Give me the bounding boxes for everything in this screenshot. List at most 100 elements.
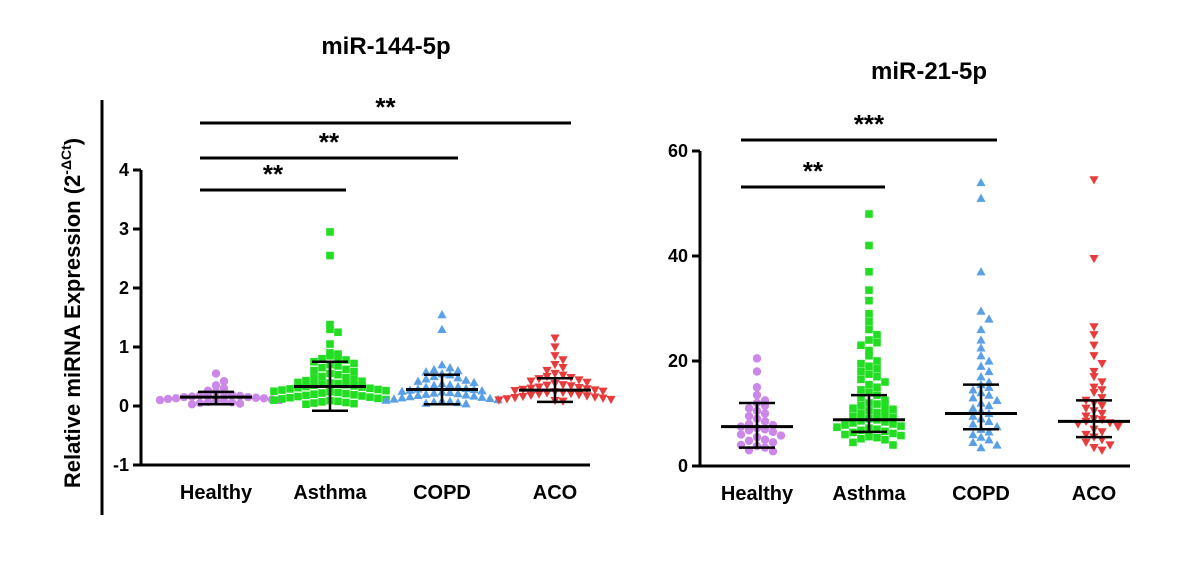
data-point bbox=[1089, 443, 1099, 453]
data-point bbox=[413, 376, 423, 385]
data-point bbox=[413, 390, 423, 400]
data-point bbox=[453, 389, 463, 398]
data-point bbox=[865, 325, 873, 334]
data-point bbox=[429, 380, 439, 390]
data-point bbox=[350, 399, 358, 408]
data-point bbox=[326, 320, 334, 329]
data-point bbox=[968, 411, 978, 420]
significance-label: *** bbox=[854, 109, 885, 139]
data-point bbox=[976, 372, 986, 381]
data-point bbox=[494, 396, 504, 405]
x-category-label-healthy: Healthy bbox=[180, 482, 253, 504]
data-point bbox=[889, 420, 897, 428]
data-point bbox=[873, 357, 881, 365]
y-axis-label: Relative miRNA Expression (2-ΔCt) bbox=[58, 138, 85, 488]
data-point bbox=[334, 362, 342, 370]
data-point bbox=[857, 386, 865, 394]
data-point bbox=[310, 366, 318, 375]
data-point bbox=[1081, 404, 1091, 413]
significance-label: ** bbox=[375, 92, 396, 122]
data-point bbox=[865, 370, 873, 378]
data-point bbox=[976, 361, 986, 370]
data-point bbox=[558, 356, 568, 365]
data-point bbox=[760, 435, 770, 444]
data-point bbox=[768, 438, 778, 447]
data-point bbox=[865, 309, 873, 318]
data-point bbox=[889, 441, 897, 449]
data-point bbox=[744, 436, 754, 445]
data-point bbox=[235, 399, 245, 408]
data-point bbox=[873, 372, 881, 381]
data-point bbox=[429, 388, 439, 397]
data-point bbox=[873, 338, 881, 347]
data-point bbox=[857, 359, 865, 368]
data-point bbox=[873, 425, 881, 434]
data-point bbox=[461, 390, 471, 399]
data-point bbox=[469, 377, 479, 387]
data-point bbox=[984, 382, 994, 391]
data-point bbox=[873, 330, 881, 339]
data-point bbox=[849, 412, 857, 420]
chart-title: miR-21-5p bbox=[871, 58, 987, 85]
data-point bbox=[534, 383, 544, 392]
data-point bbox=[849, 404, 857, 413]
data-point bbox=[1081, 430, 1091, 440]
data-point bbox=[445, 387, 455, 397]
data-point bbox=[736, 430, 746, 439]
data-point bbox=[302, 400, 310, 409]
data-point bbox=[550, 334, 560, 343]
data-point bbox=[550, 343, 560, 352]
data-point bbox=[976, 432, 986, 441]
data-point bbox=[873, 408, 881, 417]
data-point bbox=[1097, 446, 1107, 455]
data-point bbox=[437, 324, 447, 333]
x-category-label-copd: COPD bbox=[952, 483, 1010, 505]
data-point bbox=[976, 324, 986, 334]
data-point bbox=[342, 389, 350, 398]
data-point bbox=[421, 374, 431, 383]
data-point bbox=[984, 390, 994, 399]
data-point bbox=[429, 364, 439, 374]
data-point bbox=[469, 391, 479, 400]
data-point bbox=[286, 385, 294, 393]
data-point bbox=[558, 371, 568, 380]
data-point bbox=[574, 384, 584, 393]
y-tick-label: 3 bbox=[119, 219, 129, 239]
data-point bbox=[968, 429, 978, 439]
data-point bbox=[334, 379, 342, 388]
data-point bbox=[485, 393, 495, 403]
data-point bbox=[760, 417, 770, 426]
data-point bbox=[421, 398, 431, 407]
data-point bbox=[1097, 359, 1107, 369]
data-point bbox=[382, 386, 390, 395]
data-point bbox=[889, 413, 897, 421]
data-point bbox=[1089, 176, 1099, 185]
data-point bbox=[358, 392, 366, 400]
data-point bbox=[752, 354, 762, 363]
data-point bbox=[318, 389, 326, 397]
series-asthma bbox=[270, 228, 390, 412]
data-point bbox=[841, 430, 849, 439]
data-point bbox=[310, 374, 318, 383]
data-point bbox=[1113, 422, 1123, 432]
y-axis-label-main: Relative miRNA Expression (2 bbox=[60, 175, 85, 488]
data-point bbox=[873, 400, 881, 408]
data-point bbox=[897, 431, 905, 440]
data-point bbox=[881, 403, 889, 411]
data-point bbox=[550, 352, 560, 361]
data-point bbox=[865, 351, 873, 360]
data-point bbox=[744, 404, 754, 413]
x-category-label-asthma: Asthma bbox=[293, 482, 367, 504]
data-point bbox=[857, 426, 865, 435]
data-point bbox=[318, 355, 326, 363]
data-point bbox=[342, 398, 350, 407]
data-point bbox=[318, 372, 326, 381]
data-point bbox=[445, 363, 455, 372]
data-point bbox=[968, 437, 978, 447]
data-point bbox=[865, 336, 873, 344]
data-point bbox=[259, 394, 269, 403]
data-point bbox=[421, 367, 431, 376]
data-point bbox=[294, 392, 302, 401]
data-point bbox=[744, 411, 754, 421]
data-point bbox=[1089, 323, 1099, 332]
